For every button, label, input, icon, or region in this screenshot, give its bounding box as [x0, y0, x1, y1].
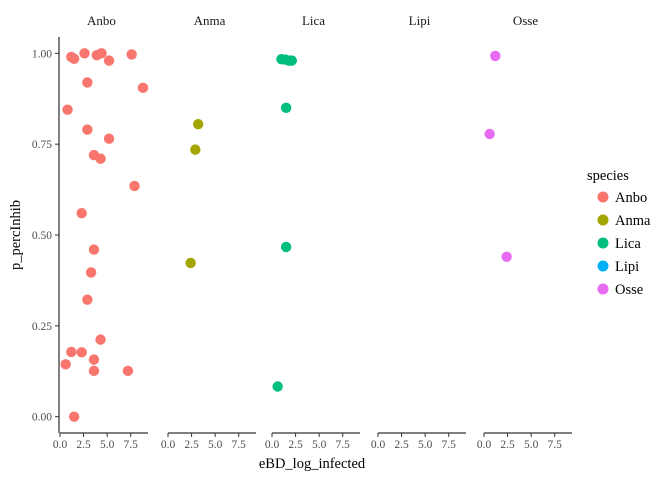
x-tick-label: 7.5: [336, 439, 351, 451]
legend-key: [597, 191, 609, 203]
x-tick-label: 7.5: [124, 439, 139, 451]
data-point-anbo: [60, 359, 71, 370]
facet-strip-label: Osse: [513, 13, 539, 28]
facet-panel-anma: Anma 0.0 2.5 5.0 7.5: [161, 13, 256, 451]
legend-item-lipi: Lipi: [597, 259, 639, 275]
data-point-anbo: [79, 48, 90, 59]
facet-strip-label: Lica: [302, 13, 325, 28]
data-point-anbo: [122, 365, 134, 377]
legend-item-anbo: Anbo: [597, 190, 647, 206]
data-point-anbo: [103, 133, 115, 144]
legend: species Anbo Anma Lica Lipi Osse: [587, 168, 651, 298]
x-tick-label: 0.0: [161, 439, 176, 451]
data-point-anbo: [137, 82, 149, 94]
x-tick-label: 7.5: [442, 439, 457, 451]
x-tick-label: 0.0: [371, 439, 386, 451]
facet-panels: Anbo 0.0 2.5 5.0 7.5 Anma 0.0 2.5 5.0 7.5 Lica 0.0 2…: [53, 13, 572, 451]
data-point-anma: [190, 144, 201, 155]
data-point-anbo: [103, 55, 115, 66]
data-point-anbo: [62, 104, 73, 115]
data-point-anbo: [66, 346, 77, 358]
x-tick-label: 5.0: [312, 439, 327, 451]
facet-panel-osse: Osse 0.0 2.5 5.0 7.5: [477, 13, 572, 451]
legend-key: [597, 237, 609, 249]
y-tick-label: 1.00: [32, 48, 52, 60]
data-point-anbo: [88, 354, 100, 365]
x-tick-label: 2.5: [288, 439, 303, 451]
data-point-anbo: [129, 180, 140, 192]
data-point-anbo: [126, 49, 137, 60]
y-tick-label: 0.50: [32, 230, 52, 242]
y-tick-label: 0.25: [32, 321, 52, 333]
legend-key: [597, 260, 609, 272]
data-point-anbo: [95, 334, 106, 345]
data-point-anbo: [68, 411, 80, 422]
x-axis-title: eBD_log_infected: [259, 456, 366, 472]
data-point-anbo: [96, 48, 107, 59]
data-point-osse: [490, 50, 501, 62]
x-tick-label: 2.5: [500, 439, 515, 451]
data-point-osse: [501, 251, 512, 262]
legend-label: Lipi: [615, 259, 639, 275]
y-axis-title: p_percInhib: [8, 200, 24, 270]
x-tick-label: 5.0: [208, 439, 223, 451]
facet-panel-anbo: Anbo 0.0 2.5 5.0 7.5: [53, 13, 149, 451]
legend-label: Lica: [615, 236, 641, 252]
y-tick-label: 0.00: [32, 412, 52, 424]
data-point-anma: [185, 257, 196, 269]
data-point-anbo: [76, 208, 87, 219]
data-point-anbo: [82, 77, 93, 88]
legend-title: species: [587, 168, 629, 184]
legend-key: [597, 214, 609, 226]
x-tick-label: 2.5: [394, 439, 409, 451]
legend-label: Osse: [615, 282, 643, 298]
x-tick-label: 0.0: [477, 439, 492, 451]
data-point-anbo: [82, 294, 93, 305]
y-axis: 0.00 0.25 0.50 0.75 1.00: [32, 37, 60, 433]
data-point-lica: [280, 102, 292, 114]
data-point-anbo: [68, 53, 80, 64]
data-point-lica: [286, 55, 298, 66]
data-point-anbo: [88, 244, 100, 255]
x-tick-label: 5.0: [100, 439, 115, 451]
x-tick-label: 0.0: [53, 439, 68, 451]
x-tick-label: 2.5: [184, 439, 199, 451]
x-tick-label: 0.0: [265, 439, 280, 451]
y-tick-label: 0.75: [32, 139, 52, 151]
legend-label: Anbo: [615, 190, 647, 206]
facet-panel-lipi: Lipi 0.0 2.5 5.0 7.5: [371, 13, 466, 451]
data-point-anbo: [88, 365, 100, 377]
legend-label: Anma: [615, 213, 651, 229]
legend-item-lica: Lica: [597, 236, 641, 252]
data-point-anbo: [76, 347, 87, 358]
data-point-lica: [280, 241, 292, 253]
data-point-anma: [192, 118, 204, 130]
data-point-lica: [272, 381, 283, 392]
x-tick-label: 2.5: [76, 439, 91, 451]
facet-strip-label: Anbo: [87, 13, 116, 28]
data-point-anbo: [82, 124, 93, 135]
data-point-anbo: [95, 153, 106, 164]
x-tick-label: 7.5: [232, 439, 247, 451]
data-point-osse: [484, 128, 495, 140]
legend-item-anma: Anma: [597, 213, 651, 229]
x-tick-label: 5.0: [418, 439, 433, 451]
facet-strip-label: Lipi: [409, 13, 431, 28]
facet-panel-lica: Lica 0.0 2.5 5.0 7.5: [265, 13, 360, 451]
facet-strip-label: Anma: [194, 13, 226, 28]
x-tick-label: 7.5: [548, 439, 563, 451]
data-point-anbo: [85, 267, 97, 278]
legend-key: [597, 283, 609, 295]
legend-item-osse: Osse: [597, 282, 643, 298]
x-tick-label: 5.0: [524, 439, 539, 451]
